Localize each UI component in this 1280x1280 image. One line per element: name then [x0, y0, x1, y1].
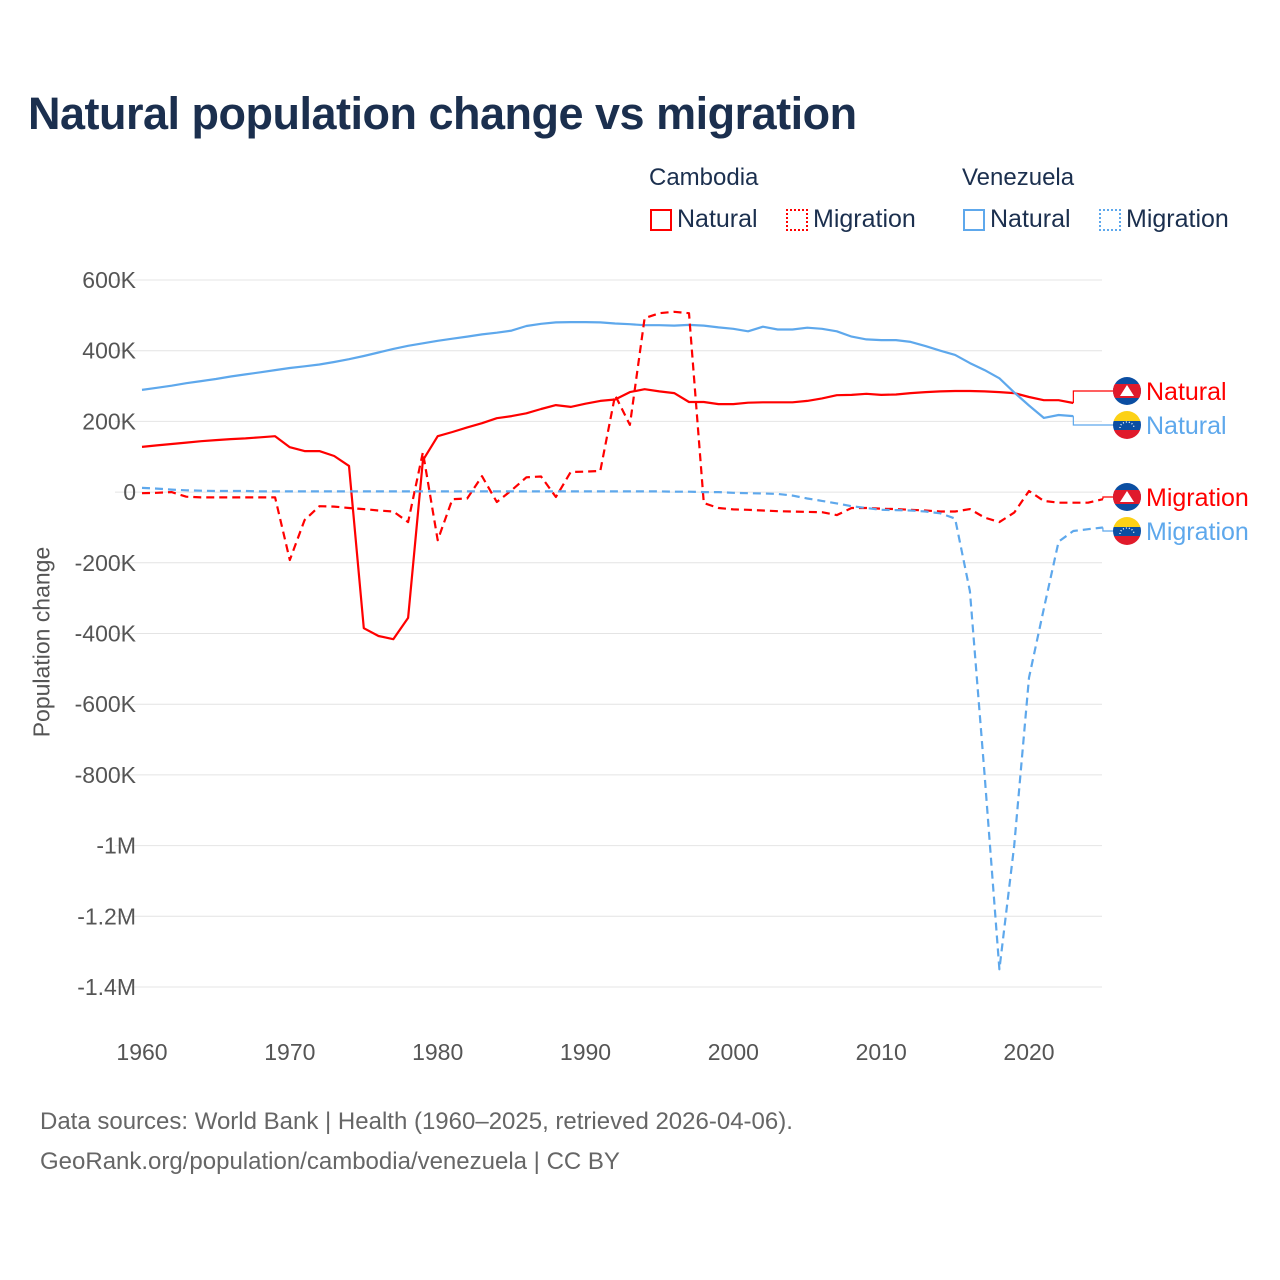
end-label-venezuela-migration: Migration: [1146, 518, 1249, 546]
legend-label: Natural: [990, 205, 1071, 233]
x-tick-label: 2010: [856, 1039, 907, 1065]
end-label-cambodia-migration: Migration: [1146, 484, 1249, 512]
series-line-cambodia-migration: [141, 310, 1104, 562]
label-leader-line: [1072, 390, 1114, 404]
y-tick-label: -1.2M: [77, 903, 136, 929]
legend-venezuela-migration[interactable]: Migration: [1099, 205, 1229, 234]
source-line-1: Data sources: World Bank | Health (1960–…: [40, 1108, 793, 1135]
legend-group-cambodia: Cambodia: [649, 164, 759, 191]
y-tick-label: -1.4M: [77, 974, 136, 1000]
x-tick-label: 1970: [264, 1039, 315, 1065]
source-line-2[interactable]: GeoRank.org/population/cambodia/venezuel…: [40, 1148, 620, 1175]
venezuela-flag-icon: [1113, 517, 1141, 545]
x-tick-label: 1990: [560, 1039, 611, 1065]
y-tick-label: -600K: [75, 691, 137, 717]
legend-cambodia-migration[interactable]: Migration: [786, 205, 916, 234]
legend-venezuela-natural[interactable]: Natural: [963, 205, 1071, 234]
series-line-cambodia-natural: [141, 388, 1074, 641]
legend-swatch-dotted-red: [786, 208, 808, 231]
y-tick-label: -1M: [96, 833, 136, 859]
legend-group-venezuela: Venezuela: [962, 164, 1075, 191]
y-tick-label: -200K: [75, 550, 137, 576]
end-label-cambodia-natural: Natural: [1146, 378, 1227, 406]
series-line-venezuela-natural: [141, 321, 1074, 419]
legend-label: Migration: [813, 205, 916, 233]
x-tick-label: 2000: [708, 1039, 759, 1065]
legend-swatch-solid-red: [650, 208, 672, 231]
x-tick-label: 2020: [1003, 1039, 1054, 1065]
y-tick-label: 200K: [82, 408, 136, 434]
x-tick-label: 1980: [412, 1039, 463, 1065]
legend-cambodia-natural[interactable]: Natural: [650, 205, 758, 234]
legend-label: Migration: [1126, 205, 1229, 233]
series-line-venezuela-migration: [141, 486, 1104, 971]
y-tick-label: 400K: [82, 338, 136, 364]
legend-swatch-solid-blue: [963, 208, 985, 231]
venezuela-flag-icon: [1113, 411, 1141, 439]
label-leader-line: [1072, 416, 1114, 426]
chart-title: Natural population change vs migration: [28, 88, 857, 139]
y-tick-label: 0: [123, 479, 136, 505]
legend-swatch-dotted-blue: [1099, 208, 1121, 231]
label-leader-line: [1102, 496, 1114, 500]
y-tick-label: -400K: [75, 621, 137, 647]
x-tick-label: 1960: [116, 1039, 167, 1065]
cambodia-flag-icon: [1113, 377, 1141, 405]
legend-label: Natural: [677, 205, 758, 233]
y-tick-label: -800K: [75, 762, 137, 788]
cambodia-flag-icon: [1113, 483, 1141, 511]
label-leader-line: [1102, 527, 1114, 532]
y-tick-label: 600K: [82, 267, 136, 293]
end-label-venezuela-natural: Natural: [1146, 412, 1227, 440]
